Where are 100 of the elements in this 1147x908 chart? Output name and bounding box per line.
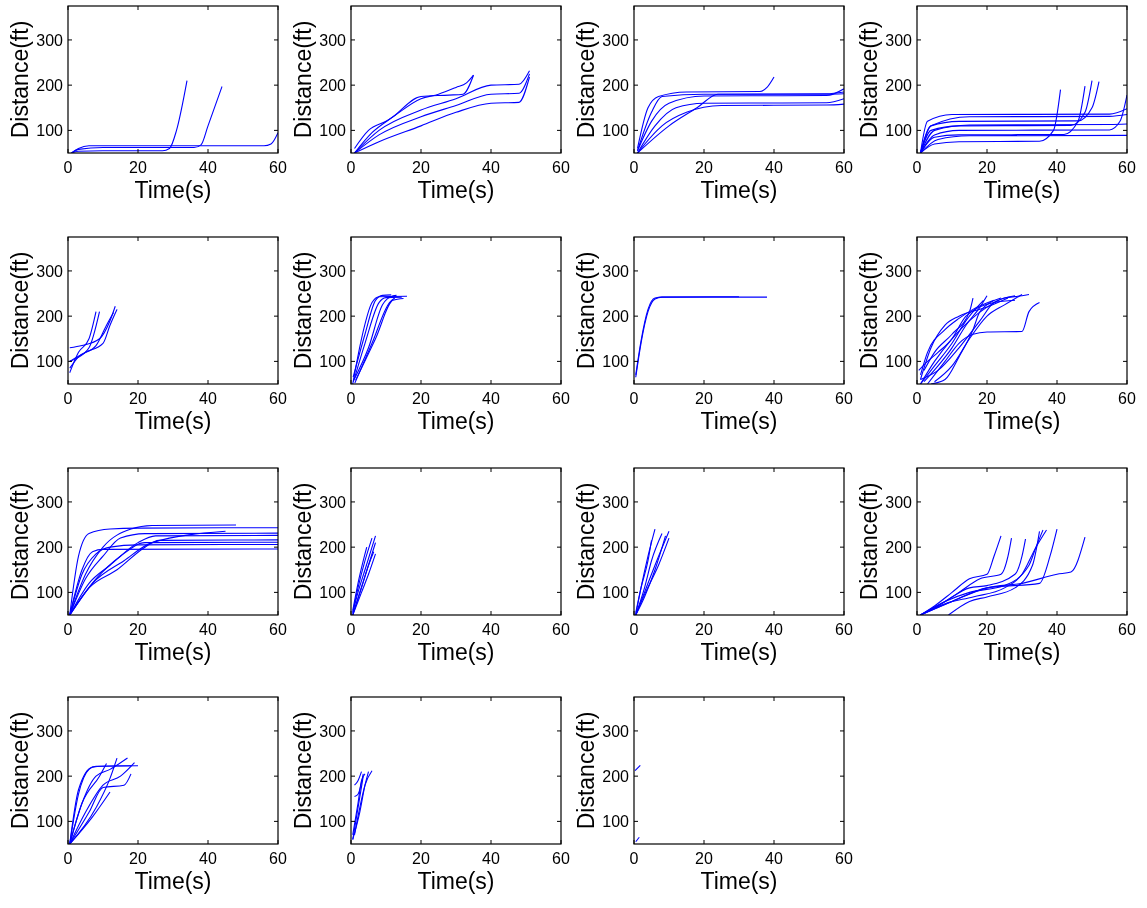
y-tick-label: 200 — [319, 307, 347, 325]
y-axis-title: Distance(ft) — [7, 711, 33, 830]
y-axis-title: Distance(ft) — [573, 711, 599, 830]
y-axis-title: Distance(ft) — [856, 251, 882, 370]
y-tick-label: 200 — [602, 538, 630, 556]
x-tick-label: 60 — [552, 850, 570, 867]
y-tick-label: 300 — [602, 493, 630, 511]
x-tick-label: 60 — [269, 390, 287, 407]
y-tick-label: 200 — [885, 538, 913, 556]
y-tick-label: 300 — [36, 31, 64, 49]
x-tick-label: 20 — [129, 850, 147, 867]
y-tick-label: 100 — [319, 352, 347, 370]
x-tick-label: 0 — [629, 390, 639, 407]
x-tick-label: 40 — [199, 850, 217, 867]
x-tick-label: 20 — [695, 159, 713, 176]
x-tick-label: 40 — [482, 390, 500, 407]
y-tick-label: 100 — [36, 583, 64, 601]
x-axis-title: Time(s) — [983, 177, 1061, 203]
x-tick-label: 0 — [912, 390, 922, 407]
y-tick-label: 100 — [319, 812, 347, 830]
x-tick-label: 60 — [552, 159, 570, 176]
y-axis-title: Distance(ft) — [290, 251, 316, 370]
x-tick-label: 60 — [269, 850, 287, 867]
x-tick-label: 0 — [912, 159, 922, 176]
y-tick-label: 200 — [36, 767, 64, 785]
y-tick-label: 100 — [602, 812, 630, 830]
y-tick-label: 200 — [319, 538, 347, 556]
x-tick-label: 40 — [482, 159, 500, 176]
x-axis-title: Time(s) — [134, 639, 212, 665]
x-tick-label: 60 — [552, 621, 570, 638]
y-tick-label: 100 — [602, 352, 630, 370]
y-axis-title: Distance(ft) — [7, 482, 33, 601]
y-tick-label: 300 — [885, 262, 913, 280]
x-tick-label: 20 — [978, 159, 996, 176]
y-tick-label: 200 — [36, 538, 64, 556]
y-tick-label: 100 — [319, 583, 347, 601]
y-tick-label: 300 — [885, 31, 913, 49]
y-tick-label: 300 — [602, 31, 630, 49]
y-tick-label: 200 — [885, 76, 913, 94]
x-tick-label: 40 — [1048, 621, 1066, 638]
x-axis-title: Time(s) — [417, 868, 495, 894]
y-tick-label: 100 — [36, 352, 64, 370]
x-tick-label: 40 — [199, 159, 217, 176]
y-tick-label: 100 — [885, 121, 913, 139]
y-axis-title: Distance(ft) — [290, 482, 316, 601]
x-axis-title: Time(s) — [700, 177, 778, 203]
y-tick-label: 300 — [36, 493, 64, 511]
x-tick-label: 60 — [835, 621, 853, 638]
x-tick-label: 40 — [765, 621, 783, 638]
y-axis-title: Distance(ft) — [856, 482, 882, 601]
x-tick-label: 60 — [1118, 390, 1136, 407]
x-axis-title: Time(s) — [417, 177, 495, 203]
x-tick-label: 20 — [129, 390, 147, 407]
x-tick-label: 60 — [835, 159, 853, 176]
x-tick-label: 40 — [1048, 390, 1066, 407]
y-tick-label: 300 — [319, 31, 347, 49]
y-axis-title: Distance(ft) — [573, 251, 599, 370]
y-axis-title: Distance(ft) — [7, 20, 33, 139]
y-axis-title: Distance(ft) — [856, 20, 882, 139]
x-axis-title: Time(s) — [700, 868, 778, 894]
x-axis-title: Time(s) — [134, 408, 212, 434]
x-tick-label: 40 — [199, 621, 217, 638]
x-axis-title: Time(s) — [417, 639, 495, 665]
y-axis-title: Distance(ft) — [573, 20, 599, 139]
x-tick-label: 20 — [129, 159, 147, 176]
x-tick-label: 20 — [412, 159, 430, 176]
x-tick-label: 20 — [695, 390, 713, 407]
x-tick-label: 0 — [629, 159, 639, 176]
y-axis-title: Distance(ft) — [7, 251, 33, 370]
x-tick-label: 40 — [765, 850, 783, 867]
x-tick-label: 40 — [765, 390, 783, 407]
x-tick-label: 20 — [978, 390, 996, 407]
y-tick-label: 300 — [36, 722, 64, 740]
x-tick-label: 60 — [552, 390, 570, 407]
y-tick-label: 300 — [602, 722, 630, 740]
x-tick-label: 40 — [199, 390, 217, 407]
y-tick-label: 100 — [885, 583, 913, 601]
x-tick-label: 60 — [1118, 621, 1136, 638]
y-tick-label: 200 — [602, 76, 630, 94]
x-tick-label: 60 — [835, 850, 853, 867]
y-axis-title: Distance(ft) — [290, 20, 316, 139]
y-tick-label: 300 — [885, 493, 913, 511]
y-tick-label: 100 — [319, 121, 347, 139]
x-tick-label: 40 — [482, 850, 500, 867]
y-axis-title: Distance(ft) — [573, 482, 599, 601]
x-tick-label: 0 — [346, 390, 356, 407]
x-tick-label: 40 — [1048, 159, 1066, 176]
y-tick-label: 300 — [319, 722, 347, 740]
x-tick-label: 20 — [412, 850, 430, 867]
x-axis-title: Time(s) — [417, 408, 495, 434]
y-tick-label: 200 — [319, 76, 347, 94]
x-tick-label: 0 — [346, 850, 356, 867]
x-tick-label: 0 — [912, 621, 922, 638]
x-tick-label: 0 — [63, 390, 73, 407]
y-tick-label: 200 — [602, 307, 630, 325]
y-tick-label: 200 — [36, 307, 64, 325]
x-tick-label: 0 — [629, 850, 639, 867]
y-tick-label: 100 — [602, 583, 630, 601]
x-axis-title: Time(s) — [700, 408, 778, 434]
x-tick-label: 60 — [835, 390, 853, 407]
